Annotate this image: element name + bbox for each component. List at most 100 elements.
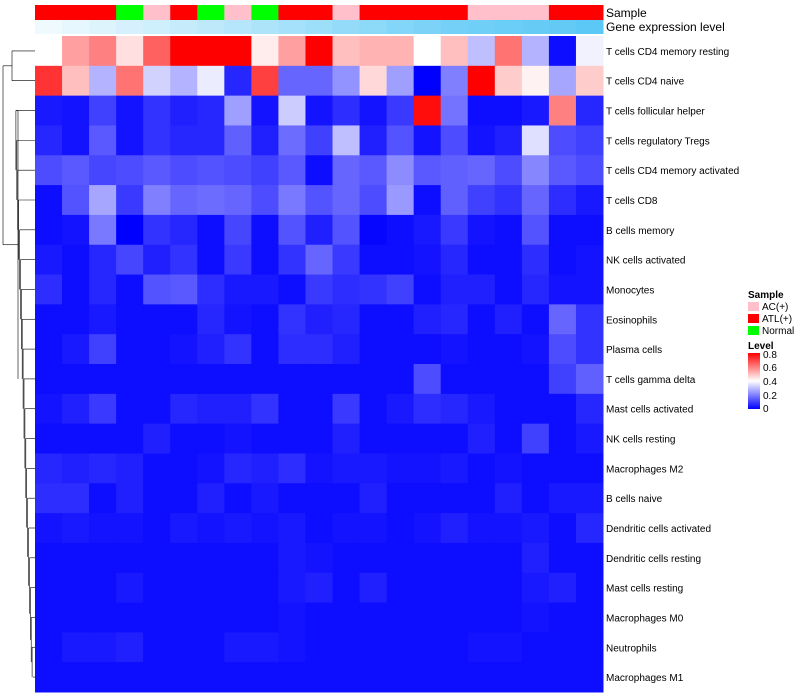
heatmap-cell — [170, 513, 198, 544]
heatmap-cell — [305, 453, 334, 484]
heatmap-cell — [440, 572, 469, 604]
heatmap-cell — [521, 95, 550, 126]
heatmap-cell — [521, 483, 550, 514]
heatmap-cell — [35, 244, 63, 276]
heatmap-cell — [116, 423, 144, 454]
heatmap-cell — [521, 304, 550, 335]
heatmap-cell — [143, 274, 171, 305]
legend-level-colorbar — [748, 353, 760, 409]
row-label: Macrophages M2 — [606, 464, 684, 475]
row-label: T cells gamma delta — [606, 375, 696, 386]
heatmap-cell — [305, 334, 334, 365]
heatmap-cell — [251, 393, 279, 425]
heatmap-cell — [224, 304, 252, 335]
heatmap-cell — [197, 65, 225, 97]
heatmap-cell — [575, 95, 604, 126]
heatmap-cell — [332, 334, 361, 365]
heatmap-cell — [278, 185, 306, 216]
heatmap-cell — [413, 364, 442, 395]
row-label: Dendritic cells resting — [606, 554, 701, 565]
heatmap-cell — [575, 155, 604, 186]
heatmap-cell — [62, 185, 90, 216]
legend-swatch-normal — [748, 326, 759, 335]
heatmap-cell — [143, 542, 171, 574]
gene-expression-annotation-cell — [332, 20, 361, 34]
heatmap-cell — [305, 36, 334, 67]
heatmap-cell — [467, 36, 496, 67]
sample-annotation-bar — [35, 5, 604, 20]
heatmap-cell — [170, 214, 198, 246]
heatmap-cell — [305, 662, 334, 693]
heatmap-cell — [359, 36, 388, 67]
heatmap-cell — [548, 36, 577, 67]
heatmap-cell — [548, 513, 577, 544]
heatmap-cell — [521, 244, 550, 276]
heatmap-cell — [116, 662, 144, 693]
heatmap-cell — [278, 334, 306, 365]
heatmap-cell — [386, 155, 415, 186]
heatmap-cell — [305, 304, 334, 335]
heatmap-cell — [386, 602, 415, 633]
heatmap-cell — [197, 513, 225, 544]
heatmap-cell — [305, 542, 334, 574]
heatmap-cell — [494, 65, 523, 97]
heatmap-cell — [143, 393, 171, 425]
heatmap-cell — [35, 304, 63, 335]
heatmap-cell — [278, 632, 306, 663]
heatmap-cell — [35, 155, 63, 186]
heatmap-cell — [386, 244, 415, 276]
heatmap-cell — [170, 334, 198, 365]
heatmap-cell — [548, 65, 577, 97]
sample-annotation-cell — [62, 5, 90, 20]
heatmap-cell — [224, 542, 252, 574]
heatmap-cell — [278, 423, 306, 454]
heatmap-cell — [413, 185, 442, 216]
heatmap-cell — [494, 662, 523, 693]
sample-annotation-cell — [305, 5, 334, 20]
heatmap-cell — [278, 513, 306, 544]
heatmap-cell — [521, 572, 550, 604]
heatmap-cell — [386, 36, 415, 67]
heatmap-cell — [62, 542, 90, 574]
heatmap-cell — [143, 632, 171, 663]
heatmap-cell — [413, 572, 442, 604]
heatmap-cell — [224, 393, 252, 425]
heatmap-cell — [143, 483, 171, 514]
gene-expression-annotation-cell — [440, 20, 469, 34]
heatmap-cell — [575, 274, 604, 305]
heatmap-cell — [494, 572, 523, 604]
heatmap-cell — [359, 244, 388, 276]
gene-expression-annotation-cell — [467, 20, 496, 34]
heatmap-cell — [197, 214, 225, 246]
heatmap-cell — [62, 572, 90, 604]
heatmap-cell — [116, 65, 144, 97]
heatmap-cell — [35, 453, 63, 484]
heatmap-cell — [62, 364, 90, 395]
heatmap-cell — [440, 244, 469, 276]
heatmap-cell — [467, 542, 496, 574]
heatmap-cell — [251, 214, 279, 246]
heatmap-cell — [440, 393, 469, 425]
heatmap-cell — [170, 542, 198, 574]
gene-expression-annotation-cell — [305, 20, 334, 34]
heatmap-cell — [62, 155, 90, 186]
heatmap-cell — [332, 95, 361, 126]
heatmap-cell — [116, 304, 144, 335]
heatmap-cell — [359, 155, 388, 186]
heatmap-cell — [89, 214, 117, 246]
heatmap-cell — [467, 304, 496, 335]
heatmap-cell — [575, 453, 604, 484]
heatmap-cell — [197, 244, 225, 276]
heatmap-cell — [575, 65, 604, 97]
heatmap-cell — [251, 662, 279, 693]
heatmap-cell — [251, 95, 279, 126]
heatmap-cell — [575, 334, 604, 365]
heatmap-cell — [332, 453, 361, 484]
row-label: Neutrophils — [606, 643, 657, 654]
sample-annotation-cell — [251, 5, 279, 20]
heatmap-cell — [116, 602, 144, 633]
heatmap-cell — [440, 483, 469, 514]
heatmap-cell — [440, 155, 469, 186]
heatmap-cell — [62, 214, 90, 246]
heatmap-cell — [359, 334, 388, 365]
